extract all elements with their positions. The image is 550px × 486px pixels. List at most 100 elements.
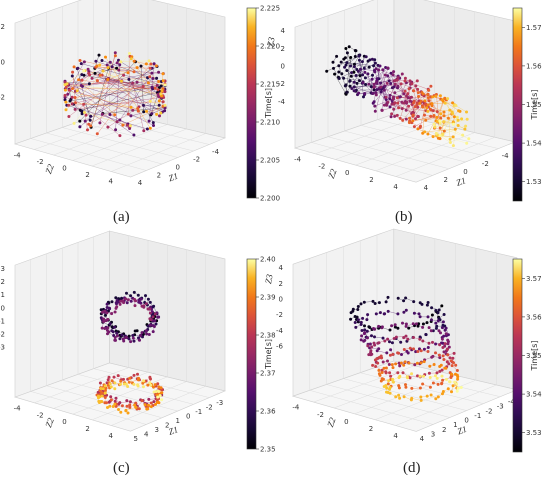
data-point [389, 374, 393, 378]
data-point [456, 377, 460, 381]
data-point [417, 312, 421, 316]
data-point [414, 84, 418, 88]
data-point [148, 66, 152, 70]
data-point [151, 121, 155, 125]
data-point [402, 92, 406, 96]
colorbar-label: Time[s] [264, 339, 273, 370]
data-point [93, 71, 97, 75]
data-point [149, 383, 153, 387]
data-point [428, 376, 432, 379]
data-point [349, 74, 353, 78]
data-point [361, 73, 365, 77]
data-point [391, 378, 395, 382]
data-point [392, 337, 396, 340]
data-point [359, 338, 363, 342]
trajectory-segment [377, 65, 379, 79]
data-point [390, 324, 394, 328]
data-point [427, 88, 431, 92]
colorbar-tick-label: 1.53 [526, 178, 542, 186]
data-point [436, 319, 440, 323]
data-point [150, 85, 154, 89]
data-point [144, 294, 147, 298]
data-point [428, 364, 432, 368]
panel-a: 20-2Z3-4-2024Z2420-2-4Z12.2002.2052.2102… [0, 0, 280, 243]
data-point [449, 376, 453, 379]
data-point [102, 320, 106, 324]
colorbar-tick-label: 1.56 [526, 62, 542, 70]
data-point [407, 361, 411, 365]
data-point [380, 371, 384, 374]
data-point [416, 87, 420, 91]
data-point [111, 405, 115, 408]
data-point [113, 54, 117, 58]
data-point [426, 103, 430, 107]
data-point [443, 96, 447, 100]
data-point [447, 345, 451, 349]
data-point [417, 322, 421, 326]
data-point [384, 370, 388, 374]
data-point [381, 360, 385, 364]
data-point [373, 61, 377, 65]
data-point [80, 78, 84, 82]
data-point [404, 385, 408, 389]
data-point [444, 326, 448, 330]
trajectory-segment [128, 56, 131, 115]
data-point [384, 66, 388, 69]
data-point [373, 70, 377, 74]
data-point [394, 395, 398, 399]
data-point [350, 87, 354, 90]
z1-tick-label: 5 [134, 435, 138, 443]
data-point [144, 62, 148, 66]
data-point [435, 376, 439, 380]
data-point [435, 371, 439, 375]
grid-line [395, 384, 497, 426]
data-point [374, 67, 378, 71]
data-point [439, 112, 443, 116]
data-point [366, 313, 370, 317]
data-point [140, 399, 144, 403]
data-point [441, 390, 445, 393]
data-point [149, 405, 153, 409]
data-point [412, 125, 416, 129]
data-point [106, 317, 110, 321]
data-point [372, 85, 376, 89]
data-point [356, 305, 360, 308]
data-point [138, 338, 141, 342]
data-point [340, 72, 344, 76]
data-point [405, 100, 409, 104]
data-point [73, 96, 77, 99]
data-point [384, 300, 388, 304]
data-point [444, 377, 448, 381]
data-point [403, 79, 407, 83]
z1-tick-label: 0 [176, 164, 180, 172]
data-point [157, 99, 161, 103]
data-point [84, 113, 88, 117]
colorbar-label: Time[s] [530, 90, 539, 121]
data-point [126, 298, 130, 302]
colorbar-tick-label: 2.225 [260, 5, 280, 13]
data-point [118, 63, 122, 67]
data-point [71, 87, 74, 91]
data-point [393, 323, 397, 327]
data-point [370, 57, 374, 61]
data-point [368, 342, 372, 346]
data-point [108, 113, 112, 116]
data-point [108, 60, 112, 64]
data-point [408, 346, 412, 350]
trajectory-segment [397, 77, 407, 103]
trajectory-segment [346, 62, 374, 66]
data-point [342, 76, 346, 80]
data-point [157, 390, 161, 393]
data-point [438, 119, 442, 123]
trajectory-segment [343, 78, 360, 81]
data-point [129, 294, 133, 298]
data-point [163, 90, 167, 94]
data-point [370, 77, 374, 81]
data-point [390, 341, 394, 345]
z3-tick-label: 2 [281, 45, 285, 53]
data-point [150, 112, 154, 116]
data-point [388, 340, 391, 344]
data-point [353, 315, 357, 318]
data-point [392, 85, 396, 89]
data-point [440, 304, 444, 308]
